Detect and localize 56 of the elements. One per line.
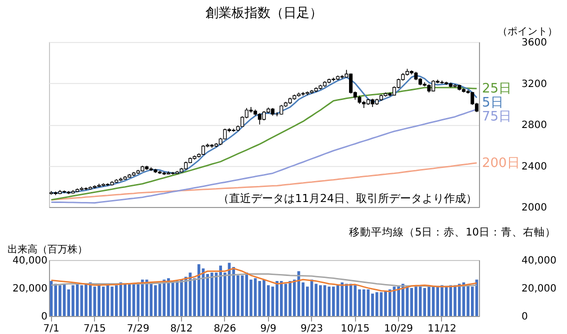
candlestick xyxy=(440,80,444,84)
candlestick xyxy=(262,110,266,121)
bar xyxy=(436,286,440,316)
x-tick-label: 7/29 xyxy=(126,324,150,334)
y-tick-label: 3200 xyxy=(522,78,547,90)
y-tick-label: 3600 xyxy=(522,38,547,48)
y-tick-label: 2000 xyxy=(522,202,547,214)
bar xyxy=(314,284,318,316)
y-tick-label: 40,000 xyxy=(12,256,48,266)
bar xyxy=(197,264,200,316)
y-tick-label: 20,000 xyxy=(12,284,48,294)
x-tick-label: 9/23 xyxy=(300,324,323,334)
bar xyxy=(388,289,392,316)
bar xyxy=(136,282,140,316)
y-axis-title: （ポイント） xyxy=(498,26,558,38)
bar xyxy=(362,289,366,316)
line-series xyxy=(50,108,478,204)
chart-title: 創業板指数（日足） xyxy=(206,6,322,21)
bar xyxy=(184,276,188,316)
bar xyxy=(375,292,378,316)
line-series xyxy=(50,268,478,292)
bar xyxy=(258,281,262,316)
x-tick-label: 7/15 xyxy=(83,324,106,334)
bar xyxy=(245,272,248,316)
y-tick-label: 2800 xyxy=(522,120,547,131)
bar xyxy=(423,288,426,316)
y-tick-label: 0 xyxy=(41,312,48,322)
bar xyxy=(88,282,92,316)
bar xyxy=(340,282,344,316)
annotation: （直近データは11月24日、取引所データより作成） xyxy=(218,192,477,205)
x-tick-label: 10/15 xyxy=(340,324,370,334)
series-label: 5日 xyxy=(482,96,504,111)
x-tick-label: 10/29 xyxy=(384,324,413,334)
bar xyxy=(210,272,214,316)
line-series xyxy=(50,273,478,288)
bar xyxy=(114,285,118,316)
bar xyxy=(162,280,166,316)
bar xyxy=(280,281,283,316)
bar xyxy=(54,284,58,316)
x-tick-label: 8/12 xyxy=(170,324,193,334)
text: 移動平均線（5日：赤、10日：青、右軸） xyxy=(348,226,556,238)
bar xyxy=(102,286,105,316)
x-tick-label: 11/12 xyxy=(428,324,456,334)
x-tick-label: 9/9 xyxy=(260,324,276,334)
y-axis-title: 出来高（百万株） xyxy=(8,244,88,256)
bar xyxy=(410,288,414,316)
y-tick-label: 2400 xyxy=(522,161,547,172)
series-label: 75日 xyxy=(482,110,512,125)
bar xyxy=(328,286,331,316)
series-label: 25日 xyxy=(482,82,512,97)
series-label: 200日 xyxy=(482,156,520,171)
bar xyxy=(150,282,153,316)
bar xyxy=(232,267,236,316)
x-tick-label: 7/1 xyxy=(43,324,60,334)
bar xyxy=(458,284,461,316)
x-tick-label: 8/26 xyxy=(214,324,236,334)
